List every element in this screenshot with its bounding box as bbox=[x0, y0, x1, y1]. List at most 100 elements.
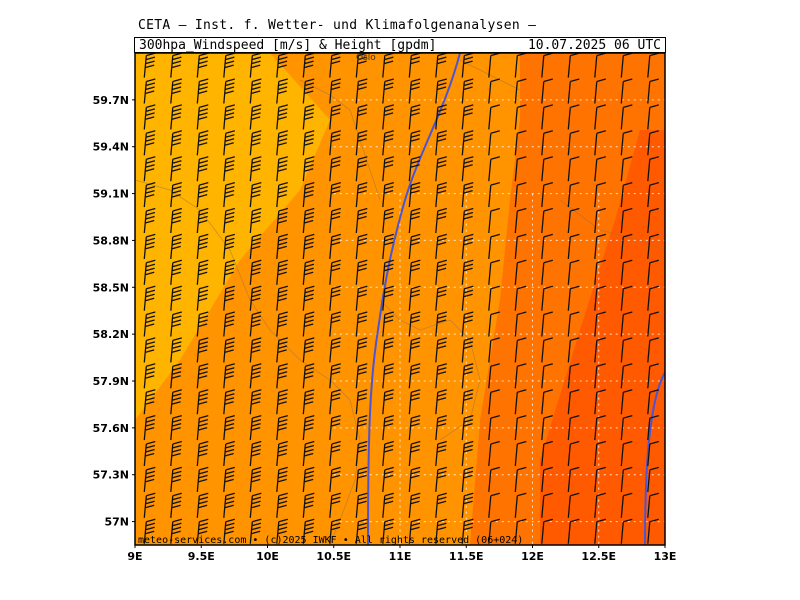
wind-barb bbox=[620, 414, 633, 441]
wind-barb bbox=[302, 389, 315, 415]
wind-barb bbox=[382, 440, 394, 467]
wind-barb bbox=[355, 156, 368, 182]
wind-barb bbox=[408, 78, 421, 104]
wind-barb bbox=[461, 207, 474, 234]
latitude-label: 58.5N bbox=[93, 281, 129, 294]
wind-barb bbox=[408, 389, 421, 415]
wind-barb bbox=[170, 518, 182, 544]
wind-barb bbox=[196, 156, 209, 182]
wind-barb bbox=[382, 181, 394, 208]
wind-barb bbox=[567, 363, 580, 389]
wind-barb bbox=[514, 259, 527, 285]
wind-barb bbox=[647, 337, 659, 363]
wind-barb bbox=[143, 156, 156, 182]
wind-barb bbox=[329, 233, 341, 259]
latitude-label: 59.1N bbox=[93, 188, 129, 201]
wind-barb bbox=[594, 492, 606, 518]
wind-barb bbox=[302, 466, 315, 492]
wind-barb bbox=[143, 78, 156, 104]
wind-barb bbox=[276, 285, 288, 311]
wind-barb bbox=[435, 440, 447, 467]
wind-barb bbox=[355, 440, 368, 467]
wind-barb bbox=[355, 130, 368, 156]
wind-barb bbox=[276, 207, 288, 234]
wind-barb bbox=[143, 337, 156, 363]
wind-barb bbox=[223, 466, 235, 492]
wind-barb bbox=[567, 492, 580, 518]
wind-barb bbox=[276, 181, 288, 208]
wind-barb bbox=[382, 156, 394, 182]
wind-barb bbox=[408, 259, 421, 285]
wind-barb bbox=[196, 337, 209, 363]
wind-barb bbox=[435, 311, 447, 337]
wind-barb bbox=[249, 363, 262, 389]
wind-barb bbox=[461, 389, 474, 415]
wind-barb bbox=[170, 311, 182, 337]
wind-barb bbox=[382, 130, 394, 156]
wind-barb bbox=[355, 337, 368, 363]
wind-barb bbox=[276, 130, 288, 156]
wind-barb bbox=[541, 466, 553, 492]
wind-barb bbox=[382, 233, 394, 259]
wind-barb bbox=[196, 363, 209, 389]
wind-barb bbox=[196, 207, 209, 234]
wind-barb bbox=[382, 104, 394, 130]
wind-barb bbox=[249, 389, 262, 415]
wind-barb bbox=[461, 492, 474, 518]
wind-barb bbox=[620, 285, 633, 311]
wind-barb bbox=[461, 78, 474, 104]
wind-barb bbox=[276, 337, 288, 363]
wind-barb bbox=[435, 518, 447, 544]
wind-barb bbox=[541, 440, 553, 467]
wind-barb bbox=[170, 492, 182, 518]
wind-barb bbox=[541, 337, 553, 363]
longitude-label: 10.5E bbox=[316, 550, 351, 563]
wind-barb bbox=[567, 285, 580, 311]
wind-barb bbox=[302, 181, 315, 208]
wind-barb bbox=[329, 518, 341, 544]
wind-barb bbox=[276, 104, 288, 130]
wind-barb bbox=[329, 53, 341, 78]
wind-barb bbox=[620, 337, 633, 363]
wind-barb bbox=[170, 78, 182, 104]
wind-barb bbox=[170, 337, 182, 363]
wind-barb bbox=[249, 518, 262, 544]
wind-barb bbox=[223, 363, 235, 389]
wind-barb bbox=[620, 518, 633, 544]
wind-barb bbox=[567, 389, 580, 415]
wind-barb bbox=[435, 414, 447, 441]
wind-barb bbox=[223, 311, 235, 337]
wind-barb bbox=[170, 440, 182, 467]
wind-barb bbox=[594, 311, 606, 337]
wind-barb bbox=[514, 492, 527, 518]
wind-barb bbox=[223, 130, 235, 156]
wind-barb bbox=[594, 363, 606, 389]
wind-barb bbox=[355, 414, 368, 441]
wind-barb bbox=[143, 104, 156, 130]
wind-barb bbox=[143, 518, 156, 544]
wind-barb bbox=[196, 53, 209, 78]
wind-barb bbox=[435, 466, 447, 492]
wind-barb bbox=[488, 207, 500, 234]
wind-barb bbox=[170, 104, 182, 130]
wind-barb bbox=[408, 518, 421, 544]
wind-barb bbox=[196, 130, 209, 156]
wind-barb bbox=[329, 181, 341, 208]
wind-barb bbox=[647, 389, 659, 415]
wind-barb bbox=[488, 518, 500, 544]
wind-barb bbox=[461, 363, 474, 389]
wind-barb bbox=[249, 285, 262, 311]
wind-barb bbox=[302, 285, 315, 311]
wind-barb bbox=[541, 259, 553, 285]
wind-barb bbox=[541, 104, 553, 130]
wind-barb bbox=[223, 259, 235, 285]
height-contour-west bbox=[367, 53, 461, 545]
wind-barb bbox=[276, 363, 288, 389]
wind-barb bbox=[461, 104, 474, 130]
wind-barb bbox=[461, 181, 474, 208]
wind-barb bbox=[514, 78, 527, 104]
wind-barb bbox=[355, 259, 368, 285]
wind-barb bbox=[620, 207, 633, 234]
wind-barb bbox=[461, 440, 474, 467]
